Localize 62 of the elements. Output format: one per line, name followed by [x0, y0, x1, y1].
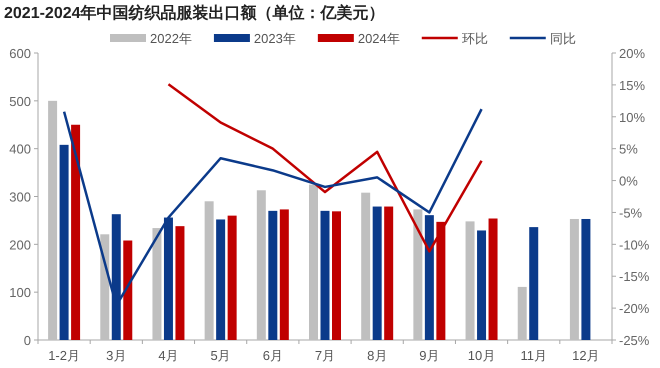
x-tick-label: 12月	[572, 348, 600, 363]
bar	[372, 206, 382, 340]
bar	[123, 240, 132, 340]
bar	[216, 219, 226, 340]
x-tick-label: 9月	[419, 348, 440, 363]
bar	[309, 184, 318, 340]
x-tick-label: 1-2月	[48, 348, 80, 363]
bar	[100, 234, 110, 340]
x-tick-label: 8月	[367, 348, 388, 363]
x-tick-label: 5月	[210, 348, 231, 363]
bar	[280, 209, 289, 340]
legend-label: 同比	[550, 31, 576, 46]
bar	[175, 226, 184, 340]
bar	[152, 228, 162, 340]
x-tick-label: 4月	[158, 348, 179, 363]
x-tick-label: 11月	[520, 348, 547, 363]
chart-title: 2021-2024年中国纺织品服装出口额（单位：亿美元）	[4, 3, 385, 22]
y2-tick-label: -20%	[619, 301, 650, 316]
bar	[570, 218, 579, 340]
legend-label: 环比	[462, 31, 488, 46]
bar	[320, 210, 330, 340]
legend-label: 2024年	[358, 31, 400, 46]
bar	[518, 286, 527, 340]
x-tick-label: 6月	[262, 348, 283, 363]
y2-tick-label: 15%	[619, 78, 646, 93]
y2-tick-label: -15%	[619, 269, 650, 284]
bar	[488, 218, 498, 340]
y2-tick-label: 10%	[619, 110, 646, 125]
y2-tick-label: 0%	[619, 174, 638, 189]
bar	[256, 190, 266, 340]
y-tick-label: 0	[24, 333, 31, 348]
bar	[581, 218, 590, 340]
bar	[529, 227, 538, 340]
y-tick-label: 300	[9, 190, 31, 204]
bar	[60, 144, 69, 340]
bar	[268, 210, 278, 340]
bar	[413, 209, 422, 340]
legend-label: 2023年	[254, 31, 296, 46]
y-tick-label: 200	[9, 237, 31, 252]
bar	[361, 192, 370, 340]
y2-tick-label: 20%	[619, 46, 646, 61]
bar	[204, 201, 214, 340]
bar	[48, 100, 58, 340]
y-tick-label: 100	[9, 285, 31, 300]
legend-label: 2022年	[150, 31, 192, 46]
bar	[228, 216, 237, 340]
y2-tick-label: -10%	[619, 237, 650, 252]
bar	[477, 230, 486, 340]
bar	[71, 124, 80, 340]
y2-tick-label: -25%	[619, 333, 650, 348]
x-tick-label: 3月	[106, 348, 126, 363]
x-tick-label: 10月	[468, 348, 496, 363]
y-tick-label: 500	[9, 94, 31, 109]
y-tick-label: 600	[9, 46, 31, 61]
y-tick-label: 400	[9, 142, 31, 157]
bar	[384, 206, 394, 340]
y2-tick-label: -5%	[619, 205, 643, 220]
y2-tick-label: 5%	[619, 142, 638, 157]
bar	[466, 221, 475, 340]
x-tick-label: 7月	[314, 348, 336, 363]
bar	[332, 211, 341, 340]
line-series	[167, 83, 483, 253]
